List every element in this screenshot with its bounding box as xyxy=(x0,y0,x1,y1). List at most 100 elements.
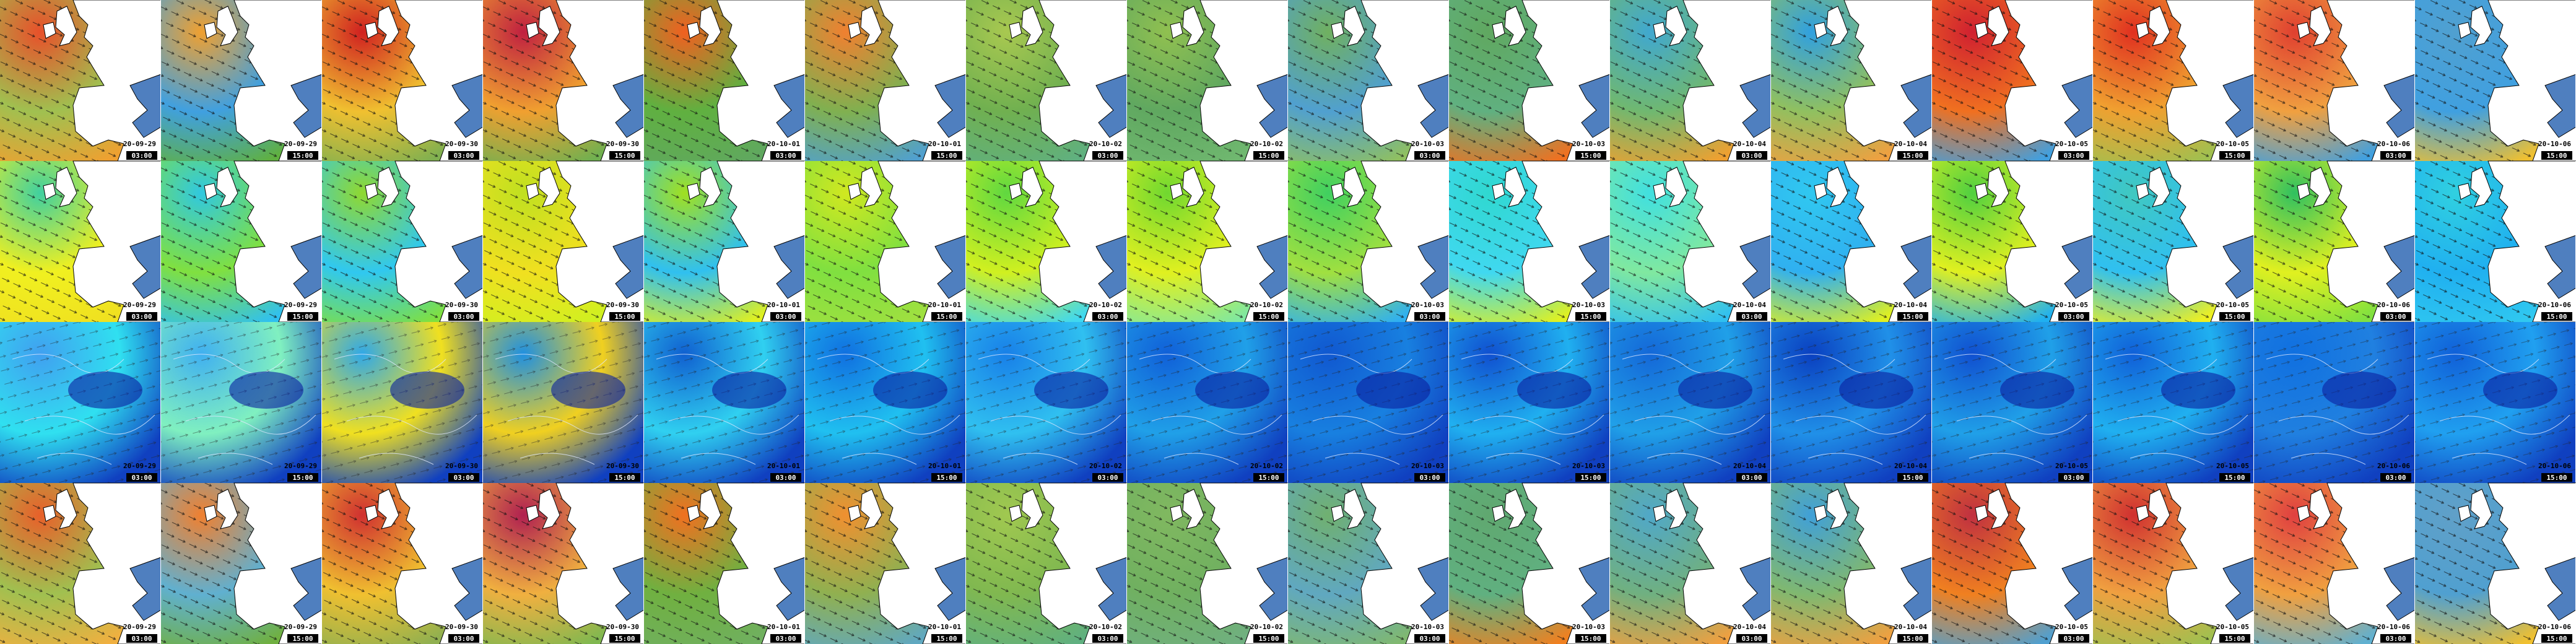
island xyxy=(1504,489,1526,529)
map-tile: 20-10-05 15:00 xyxy=(2093,482,2255,644)
tile-date: 20-10-01 xyxy=(928,623,961,631)
island xyxy=(526,22,539,39)
map-tile: 20-10-04 03:00 xyxy=(1610,482,1772,644)
island xyxy=(1504,167,1526,207)
tile-date: 20-10-05 xyxy=(2055,623,2088,631)
island xyxy=(1814,183,1827,200)
tile-time: 03:00 xyxy=(775,152,796,160)
coastline xyxy=(978,354,1121,465)
tile-date: 20-10-05 xyxy=(2055,140,2088,148)
island xyxy=(1665,6,1687,46)
tile-time: 15:00 xyxy=(1902,635,1923,643)
time-box xyxy=(1414,312,1445,321)
tile-date: 20-10-05 xyxy=(2055,462,2088,470)
map-tile: 20-10-02 03:00 xyxy=(966,160,1128,323)
island xyxy=(2136,183,2149,200)
coastline xyxy=(1783,354,1926,465)
island xyxy=(1009,183,1022,200)
island xyxy=(1987,489,2009,529)
map-tile: 20-10-03 15:00 xyxy=(1449,0,1611,162)
map-tile: 20-09-29 03:00 xyxy=(0,322,161,483)
tile-time: 03:00 xyxy=(2063,152,2084,160)
time-box xyxy=(2058,312,2089,321)
island xyxy=(1170,22,1183,39)
island xyxy=(860,489,882,529)
map-tile: 20-10-02 03:00 xyxy=(966,482,1128,644)
map-tile: 20-10-06 15:00 xyxy=(2415,160,2576,323)
tile-time: 15:00 xyxy=(2224,313,2245,321)
map-tile: 20-10-01 03:00 xyxy=(644,0,806,162)
tile-time: 15:00 xyxy=(936,474,957,482)
tile-date: 20-10-05 xyxy=(2216,462,2249,470)
tile-date: 20-09-29 xyxy=(123,301,156,309)
tile-date: 20-10-03 xyxy=(1572,623,1605,631)
tile-time: 03:00 xyxy=(1097,474,1118,482)
tile-date: 20-10-06 xyxy=(2377,623,2410,631)
tile-date: 20-10-04 xyxy=(1733,301,1766,309)
island xyxy=(1653,505,1666,522)
island xyxy=(2309,489,2331,529)
sea xyxy=(2544,557,2576,621)
time-box xyxy=(770,151,801,160)
tile-time: 03:00 xyxy=(2063,313,2084,321)
tile-time: 15:00 xyxy=(1580,635,1601,643)
island xyxy=(1975,183,1988,200)
tile-time: 03:00 xyxy=(2385,635,2406,643)
coastline xyxy=(1944,354,2087,465)
island xyxy=(1182,6,1204,46)
tile-time: 15:00 xyxy=(2224,635,2245,643)
tile-date: 20-10-01 xyxy=(767,462,800,470)
island xyxy=(2470,6,2492,46)
map-tile: 20-10-01 15:00 xyxy=(805,322,966,483)
island xyxy=(377,167,399,207)
island xyxy=(1021,489,1043,529)
tile-date: 20-10-04 xyxy=(1894,140,1927,148)
time-box xyxy=(1253,473,1284,482)
tile-time: 15:00 xyxy=(292,635,313,643)
time-box xyxy=(1092,473,1123,482)
coastline xyxy=(817,354,960,465)
island xyxy=(1343,489,1365,529)
map-tile: 20-10-01 03:00 xyxy=(644,322,805,483)
map-tile: 20-10-02 15:00 xyxy=(1127,322,1288,483)
island xyxy=(2297,22,2310,39)
jet-core xyxy=(2161,372,2235,409)
map-tile: 20-10-06 03:00 xyxy=(2254,0,2416,162)
island xyxy=(1653,22,1666,39)
tile-date: 20-09-30 xyxy=(445,140,478,148)
time-box xyxy=(2541,312,2572,321)
island xyxy=(1331,505,1344,522)
tile-date: 20-09-29 xyxy=(284,301,317,309)
time-box xyxy=(931,473,962,482)
time-box xyxy=(2541,151,2572,160)
time-box xyxy=(1092,312,1123,321)
time-box xyxy=(609,151,640,160)
map-tile: 20-10-05 03:00 xyxy=(1932,0,2094,162)
map-tile: 20-10-02 03:00 xyxy=(966,322,1127,483)
map-tile: 20-10-05 15:00 xyxy=(2093,322,2254,483)
time-box xyxy=(448,312,479,321)
jet-core xyxy=(390,372,464,409)
island xyxy=(538,489,560,529)
tile-date: 20-10-01 xyxy=(928,140,961,148)
tile-date: 20-10-06 xyxy=(2538,623,2571,631)
island xyxy=(216,489,238,529)
island xyxy=(2148,489,2170,529)
tile-time: 03:00 xyxy=(775,474,796,482)
time-box xyxy=(287,151,318,160)
island xyxy=(1492,22,1505,39)
tile-date: 20-10-01 xyxy=(928,301,961,309)
island xyxy=(1814,22,1827,39)
tile-date: 20-09-29 xyxy=(284,462,317,470)
time-box xyxy=(609,473,640,482)
time-box xyxy=(609,312,640,321)
map-tile: 20-10-04 03:00 xyxy=(1610,160,1772,323)
tile-date: 20-10-01 xyxy=(767,301,800,309)
time-box xyxy=(1414,634,1445,643)
jet-core xyxy=(1356,372,1430,409)
island xyxy=(1814,505,1827,522)
map-tile: 20-10-02 15:00 xyxy=(1127,160,1289,323)
tile-time: 15:00 xyxy=(292,474,313,482)
map-tile: 20-10-06 15:00 xyxy=(2415,482,2576,644)
time-box xyxy=(448,151,479,160)
